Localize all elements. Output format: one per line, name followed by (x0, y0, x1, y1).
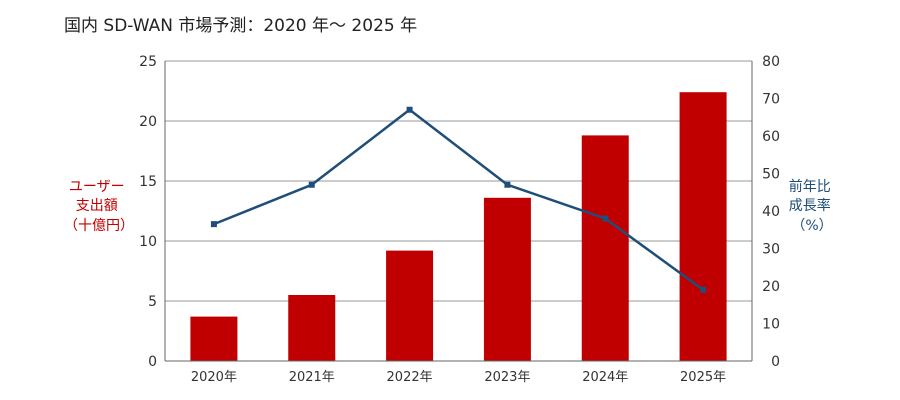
right-axis-label-line: 前年比 (789, 178, 831, 195)
bar (679, 92, 727, 361)
line-point (406, 106, 413, 113)
right-axis-ticks: 0 10 20 30 40 50 60 70 80 (762, 54, 780, 370)
bar (190, 316, 238, 361)
right-tick-label: 10 (762, 317, 780, 333)
category-labels: 2020年 2021年 2022年 2023年 2024年 2025年 (191, 370, 726, 385)
bar-series (190, 92, 727, 361)
gridlines (165, 60, 752, 362)
series-line (213, 108, 704, 291)
category-label: 2025年 (680, 370, 726, 385)
right-tick-label: 20 (762, 279, 780, 295)
left-axis-label-line: ユーザー (69, 179, 125, 195)
line-point (602, 215, 609, 222)
left-axis-label-line: 支出額 (76, 198, 118, 214)
bar (386, 250, 434, 361)
right-tick-label: 80 (762, 54, 780, 70)
category-label: 2022年 (387, 370, 433, 385)
category-label: 2024年 (582, 370, 628, 385)
left-tick-label: 5 (148, 294, 157, 310)
right-tick-label: 0 (771, 354, 780, 370)
left-tick-label: 0 (148, 354, 157, 370)
bar (483, 197, 531, 361)
bar (288, 295, 336, 361)
line-point (308, 181, 315, 188)
category-label: 2023年 (484, 370, 530, 385)
right-axis-label-line: （%） (791, 218, 832, 234)
category-label: 2021年 (289, 370, 335, 385)
right-tick-label: 40 (762, 204, 780, 220)
left-axis-label-line: （十億円） (64, 218, 134, 234)
line-series (210, 106, 707, 293)
category-label: 2020年 (191, 370, 237, 385)
line-point (700, 286, 707, 293)
chart-title: 国内 SD-WAN 市場予測：2020 年〜 2025 年 (64, 16, 417, 36)
left-tick-label: 20 (139, 114, 157, 130)
right-tick-label: 30 (762, 242, 780, 258)
left-axis-label: ユーザー 支出額 （十億円） (64, 179, 134, 234)
left-axis-ticks: 0 5 10 15 20 25 (139, 54, 157, 370)
left-tick-label: 15 (139, 174, 157, 190)
right-axis-label: 前年比 成長率 （%） (789, 178, 835, 234)
axes (164, 61, 753, 362)
right-tick-label: 60 (762, 129, 780, 145)
left-tick-label: 25 (139, 54, 157, 70)
right-tick-label: 70 (762, 92, 780, 108)
right-axis-label-line: 成長率 (789, 197, 831, 214)
right-tick-label: 50 (762, 167, 780, 183)
line-point (504, 181, 511, 188)
left-tick-label: 10 (139, 234, 157, 250)
line-point (210, 221, 217, 228)
bar (581, 135, 629, 361)
